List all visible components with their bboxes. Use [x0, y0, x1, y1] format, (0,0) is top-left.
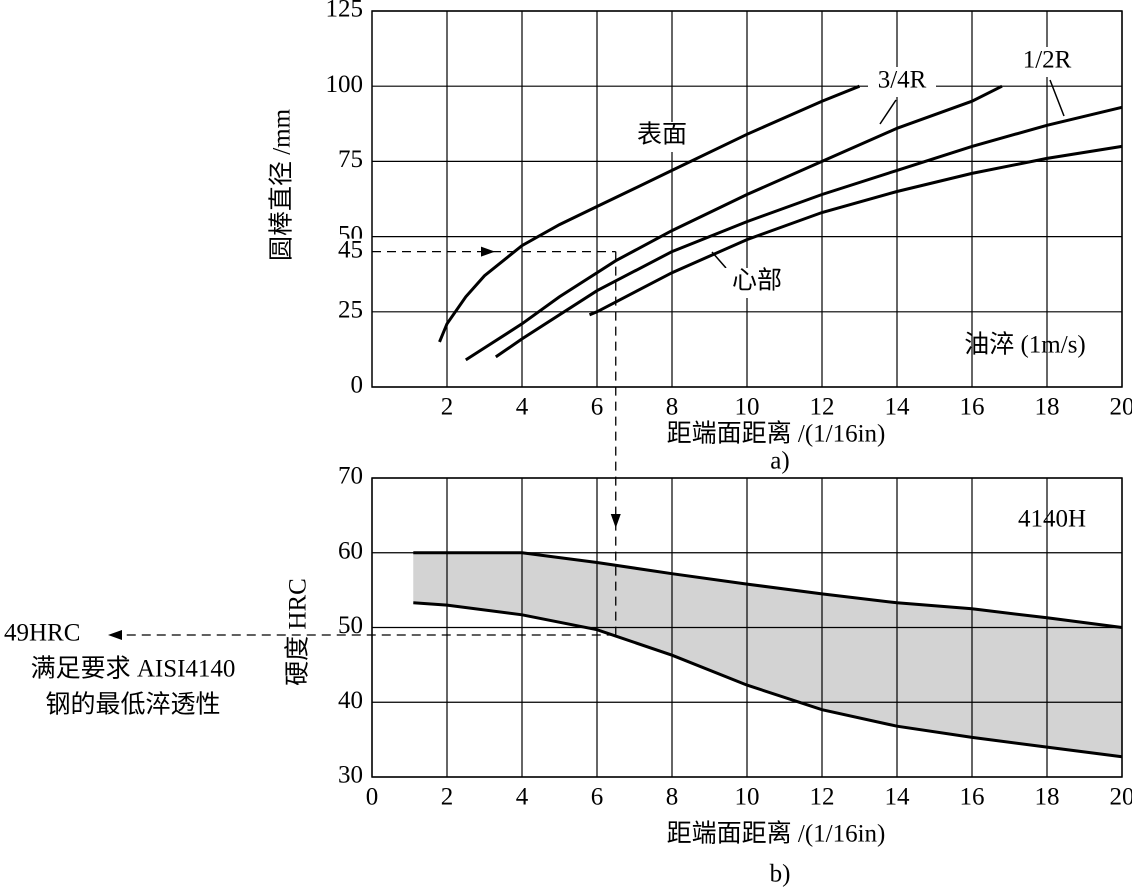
- label-bg: [868, 67, 936, 97]
- x-tick-label: 14: [885, 784, 911, 811]
- x-tick-label: 16: [960, 784, 985, 811]
- x-tick-label: 4: [516, 784, 529, 811]
- x-tick-label: 6: [591, 394, 604, 421]
- x-axis-label: 距端面距离 /(1/16in): [667, 420, 886, 448]
- leader-line: [1049, 79, 1065, 117]
- y-tick-label: 125: [326, 0, 364, 23]
- x-tick-label: 4: [516, 394, 529, 421]
- annotation: 4140H: [1018, 506, 1086, 533]
- series-label: 心部: [732, 267, 782, 295]
- guide-note: 钢的最低淬透性: [45, 691, 220, 719]
- label-bg: [325, 238, 365, 265]
- y-tick-label: 60: [338, 537, 363, 564]
- band-edge: [413, 551, 1123, 629]
- series-label: 1/2R: [1023, 47, 1072, 74]
- x-tick-label: 20: [1110, 394, 1132, 421]
- caption: a): [770, 448, 789, 475]
- leader-line: [879, 99, 897, 125]
- x-tick-label: 2: [441, 394, 454, 421]
- y-tick-label: 100: [326, 71, 364, 98]
- y-axis-label: 圆棒直径 /mm: [268, 108, 296, 261]
- x-tick-label: 10: [735, 394, 760, 421]
- x-tick-label: 12: [810, 784, 835, 811]
- curve: [588, 144, 1123, 317]
- x-tick-label: 2: [441, 784, 454, 811]
- y-tick-label: 25: [338, 297, 363, 324]
- y-tick-label: 0: [351, 372, 364, 399]
- x-tick-label: 8: [666, 394, 679, 421]
- x-tick-label: 0: [366, 784, 379, 811]
- label-bg: [1013, 47, 1081, 77]
- guide-label: 49HRC: [4, 620, 80, 647]
- x-tick-label: 8: [666, 784, 679, 811]
- hardness-band: [413, 552, 1122, 757]
- y-tick-label: 45: [338, 236, 363, 263]
- x-tick-label: 6: [591, 784, 604, 811]
- arrow-head: [108, 629, 122, 640]
- caption: b): [770, 861, 791, 888]
- x-tick-label: 18: [1035, 784, 1060, 811]
- label-bg: [723, 268, 791, 298]
- series-label: 3/4R: [878, 67, 927, 94]
- x-tick-label: 10: [735, 784, 760, 811]
- y-axis-label: 硬度 HRC: [284, 578, 312, 686]
- curve: [438, 84, 861, 343]
- x-tick-label: 12: [810, 394, 835, 421]
- band-edge: [413, 601, 1123, 759]
- guide-note: 满足要求 AISI4140: [31, 655, 236, 683]
- x-tick-label: 16: [960, 394, 985, 421]
- annotation: 油淬 (1m/s): [964, 331, 1086, 359]
- y-tick-label: 70: [338, 463, 363, 490]
- y-tick-label: 30: [338, 762, 363, 789]
- leader-line: [711, 251, 727, 269]
- label-bg: [628, 122, 696, 152]
- arrow-head: [481, 246, 495, 257]
- y-tick-label: 40: [338, 687, 363, 714]
- x-axis-label: 距端面距离 /(1/16in): [667, 820, 886, 848]
- series-label: 表面: [637, 121, 687, 149]
- x-tick-label: 14: [885, 394, 911, 421]
- arrow-head: [610, 514, 621, 528]
- x-tick-label: 20: [1110, 784, 1132, 811]
- y-tick-label: 75: [338, 146, 363, 173]
- curve: [494, 105, 1123, 359]
- x-tick-label: 18: [1035, 394, 1060, 421]
- curve: [464, 84, 1003, 362]
